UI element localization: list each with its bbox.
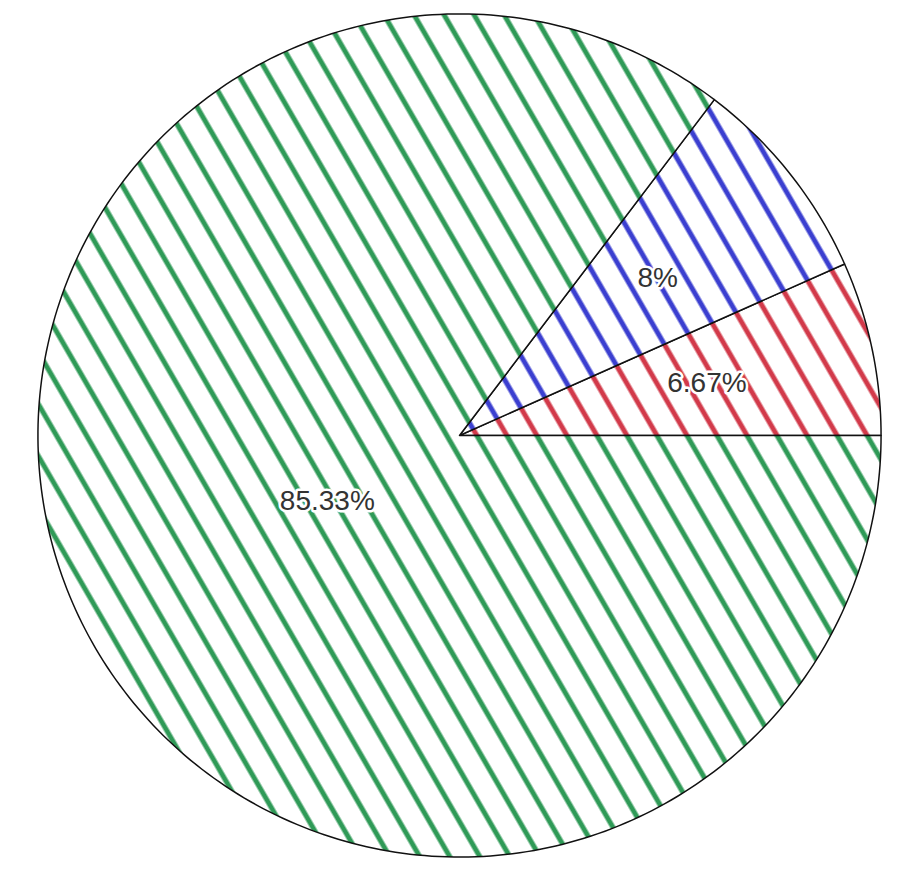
svg-text:8%: 8% <box>637 262 677 293</box>
svg-text:6.67%: 6.67% <box>667 367 746 398</box>
svg-text:85.33%: 85.33% <box>280 485 375 516</box>
